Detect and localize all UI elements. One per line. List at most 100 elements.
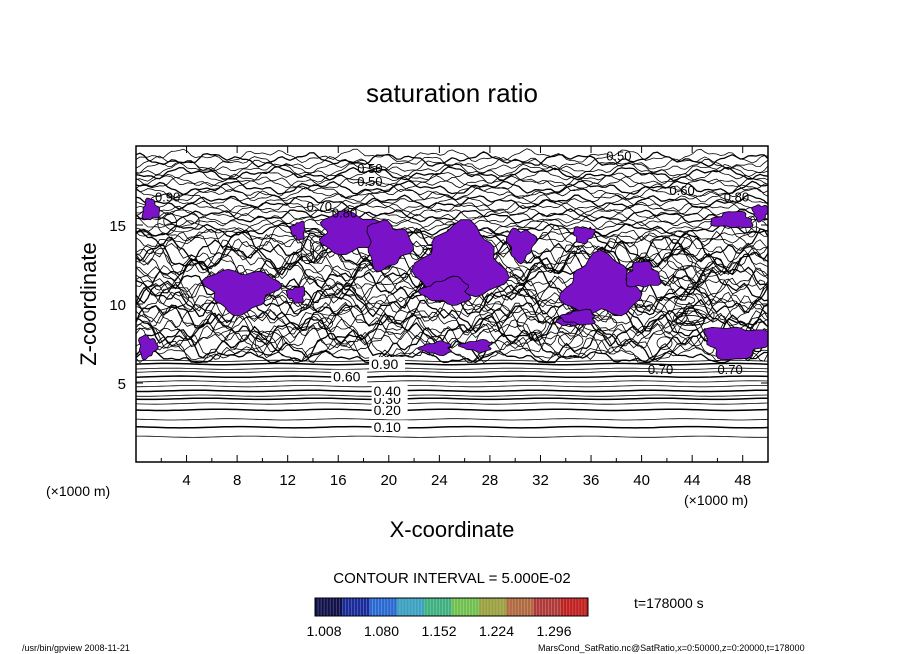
colorbar-swatch — [427, 598, 431, 616]
contour-loop — [676, 310, 705, 331]
labeled-contour-line — [135, 362, 769, 366]
contour-label: 0.60 — [669, 183, 694, 198]
colorbar-swatch — [339, 598, 343, 616]
colorbar-swatch — [363, 598, 367, 616]
supersaturated-region — [751, 204, 769, 223]
label-background — [371, 383, 408, 398]
colorbar-swatch — [521, 598, 525, 616]
contour-loop — [479, 303, 511, 323]
supersaturated-region — [289, 220, 306, 241]
contour-loop — [672, 265, 706, 290]
colorbar-swatch — [551, 598, 555, 616]
contour-line — [135, 176, 769, 193]
contour-label: 0.70 — [307, 199, 332, 214]
colorbar-swatch — [454, 598, 458, 616]
z-tick-label: 15 — [109, 218, 126, 235]
supersaturated-region — [703, 326, 769, 361]
contour-line — [135, 151, 769, 168]
colorbar-swatch — [412, 598, 416, 616]
z-unit-label: (×1000 m) — [46, 483, 110, 499]
colorbar-swatch — [333, 598, 337, 616]
contour-line — [135, 194, 769, 210]
supersaturated-region — [710, 210, 754, 229]
colorbar-swatch — [433, 598, 437, 616]
x-tick-label: 44 — [684, 472, 701, 489]
contour-line — [135, 148, 769, 164]
colorbar-swatch — [369, 598, 373, 616]
labeled-contour-line — [135, 375, 769, 379]
contour-line — [135, 322, 769, 358]
colorbar-swatch — [478, 598, 483, 616]
colorbar-swatch — [493, 598, 498, 616]
colorbar-swatch — [497, 598, 501, 616]
colorbar-swatch — [506, 598, 510, 616]
contour-line — [135, 172, 769, 189]
colorbar-swatch — [530, 598, 534, 616]
x-tick-label: 40 — [633, 472, 650, 489]
colorbar-swatch — [315, 598, 319, 616]
contour-loop — [224, 330, 268, 351]
x-tick-label: 36 — [583, 472, 600, 489]
colorbar-swatch — [466, 598, 470, 616]
contour-line — [135, 219, 769, 235]
contour-loop — [557, 332, 584, 349]
colorbar-swatch — [348, 598, 352, 616]
contour-loop — [318, 317, 333, 330]
contour-line — [135, 212, 769, 227]
colorbar-swatch — [527, 598, 531, 616]
colorbar-swatch — [399, 598, 404, 616]
colorbar-swatch — [354, 598, 358, 616]
contour-loop — [163, 209, 200, 233]
colorbar-swatch — [512, 598, 516, 616]
colorbar-swatch — [393, 598, 398, 616]
contour-line — [135, 294, 769, 329]
colorbar-swatch — [451, 598, 455, 616]
colorbar-swatch — [545, 598, 549, 616]
z-tick-label: 5 — [118, 376, 126, 393]
colorbar-swatch — [524, 598, 528, 616]
colorbar-swatch — [402, 598, 407, 616]
footer-right: MarsCond_SatRatio.nc@SatRatio,x=0:50000,… — [538, 643, 805, 653]
low-contour-line — [135, 367, 769, 370]
colorbar-swatch — [581, 598, 586, 616]
contour-loop — [341, 285, 357, 296]
x-tick-label: 28 — [482, 472, 499, 489]
contour-line — [135, 325, 769, 361]
contour-line — [135, 166, 769, 182]
contour-loop — [310, 241, 324, 260]
colorbar-swatch — [500, 598, 504, 616]
contour-line — [135, 349, 769, 364]
contour-label: 0.80 — [332, 205, 357, 220]
colorbar-swatch — [396, 598, 401, 616]
x-tick-label: 32 — [532, 472, 549, 489]
footer-left: /usr/bin/gpview 2008-11-21 — [22, 643, 130, 653]
supersaturated-region — [410, 219, 510, 298]
contour-line — [135, 168, 769, 185]
contour-loop — [674, 295, 696, 305]
colorbar-swatch — [575, 598, 580, 616]
contour-loop — [531, 329, 543, 342]
supersaturated-region — [285, 285, 306, 304]
colorbar-swatch — [533, 598, 537, 616]
contour-line — [135, 158, 769, 175]
contour-loop — [300, 239, 315, 264]
supersaturated-region — [141, 197, 161, 221]
supersaturated-region — [558, 249, 643, 317]
contour-loop — [615, 241, 639, 263]
colorbar-swatch — [430, 598, 434, 616]
colorbar-swatch — [436, 598, 440, 616]
contour-label: 0.10 — [374, 419, 401, 435]
colorbar-swatch — [569, 598, 574, 616]
colorbar-swatch — [566, 598, 571, 616]
supersaturated-region — [625, 260, 662, 288]
contour-line — [135, 310, 769, 342]
contour-loop — [676, 305, 715, 326]
contour-loop — [157, 212, 178, 235]
colorbar-tick-labels: 1.008 1.080 1.152 1.224 1.296 — [306, 623, 571, 639]
contour-line — [135, 330, 769, 364]
low-contour-line — [135, 370, 769, 374]
low-level-contours — [135, 359, 769, 438]
label-background — [371, 402, 408, 417]
contour-loop — [254, 331, 284, 356]
colorbar-swatch — [448, 598, 452, 616]
